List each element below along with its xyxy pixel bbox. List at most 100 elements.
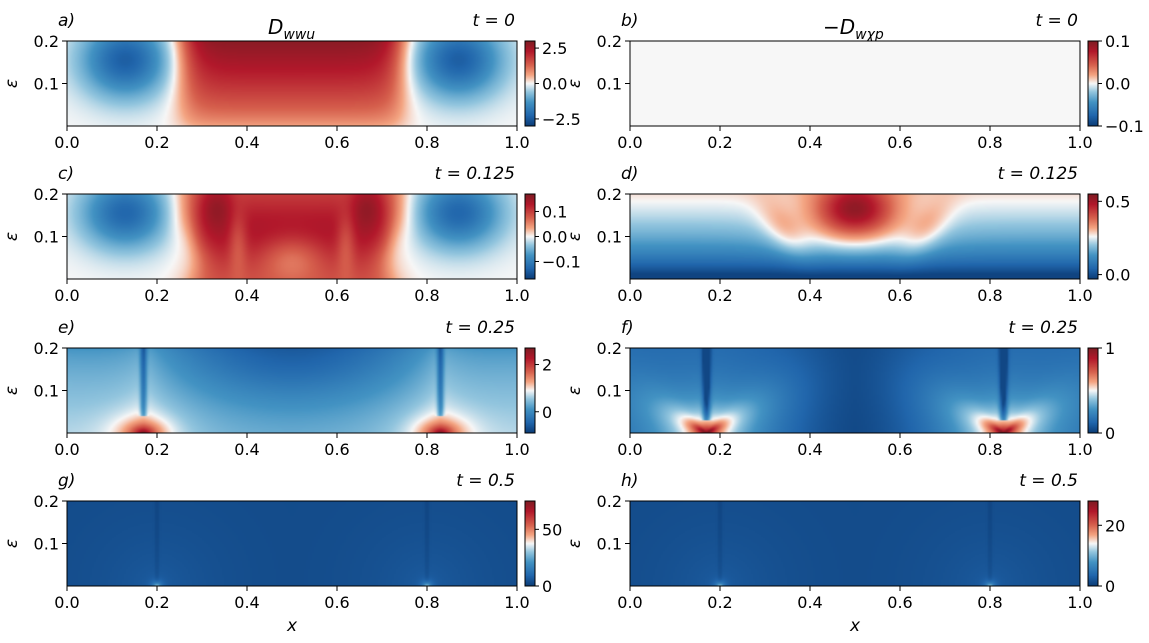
heatmap-image xyxy=(67,501,517,586)
panel-b: b) t = 0 0.0 0.2 0.4 0.6 0.8 1.0 0.1 0.2 ε 0.1 0.0 −0… xyxy=(565,11,1144,152)
panel-label: a) xyxy=(58,11,75,31)
y-tick-label: 0.1 xyxy=(597,535,622,554)
panel-label: c) xyxy=(58,164,74,184)
colorbar-tick-label: 0.0 xyxy=(542,75,567,94)
panel-time: t = 0 xyxy=(472,11,515,31)
colorbar-tick-label: −0.1 xyxy=(1105,117,1144,136)
colorbar-tick-label: 50 xyxy=(542,520,562,539)
x-tick-label: 0.8 xyxy=(414,133,439,152)
x-tick-label: 0.6 xyxy=(887,133,912,152)
x-tick-label: 0.0 xyxy=(617,286,642,305)
y-tick-label: 0.1 xyxy=(34,535,59,554)
x-tick-label: 0.0 xyxy=(54,133,79,152)
panel-time: t = 0.5 xyxy=(456,471,515,491)
colorbar-tick-label: 2 xyxy=(542,356,552,375)
colorbar-frame xyxy=(1087,347,1099,434)
x-tick-label: 0.2 xyxy=(144,593,169,612)
x-tick-label: 0.4 xyxy=(797,286,822,305)
colorbar-tick-label: 1 xyxy=(1105,339,1115,358)
colorbar-tick-label: −2.5 xyxy=(542,110,581,129)
colorbar-tick-label: 0.5 xyxy=(1105,192,1130,211)
x-tick-label: 0.4 xyxy=(234,440,259,459)
x-tick-label: 0.2 xyxy=(707,133,732,152)
y-tick-label: 0.2 xyxy=(34,185,59,204)
panel-label: b) xyxy=(621,11,638,31)
y-tick-label: 0.2 xyxy=(34,32,59,51)
column-title-left: Dwwu xyxy=(268,15,315,43)
x-tick-label: 1.0 xyxy=(1067,286,1092,305)
panel-g: g) t = 0.5 0.0 0.2 0.4 0.6 0.8 1.0 0.1 0.2 ε x 50 0 xyxy=(2,471,562,636)
x-tick-label: 0.2 xyxy=(144,440,169,459)
x-tick-label: 0.8 xyxy=(977,286,1002,305)
x-tick-label: 1.0 xyxy=(1067,593,1092,612)
x-tick-label: 0.4 xyxy=(797,593,822,612)
x-tick-label: 0.0 xyxy=(617,133,642,152)
x-tick-label: 0.6 xyxy=(324,593,349,612)
heatmap-image xyxy=(67,194,517,279)
x-tick-label: 0.2 xyxy=(144,133,169,152)
colorbar-frame xyxy=(1087,500,1099,587)
panel-time: t = 0.125 xyxy=(435,164,515,184)
panel-time: t = 0.5 xyxy=(1019,471,1078,491)
y-axis-label: ε xyxy=(565,386,585,395)
y-axis-label: ε xyxy=(565,79,585,88)
x-tick-label: 0.8 xyxy=(977,593,1002,612)
colorbar-gradient xyxy=(1088,501,1098,586)
colorbar-tick-label: 20 xyxy=(1105,516,1125,535)
colorbar-tick-label: 0.0 xyxy=(1105,75,1130,94)
x-tick-label: 0.4 xyxy=(234,593,259,612)
panel-label: g) xyxy=(58,471,75,491)
x-tick-label: 0.2 xyxy=(707,286,732,305)
colorbar: 10 xyxy=(1087,339,1115,443)
x-tick-label: 0.2 xyxy=(144,286,169,305)
panel-label: e) xyxy=(58,318,75,338)
y-tick-label: 0.1 xyxy=(34,382,59,401)
colorbar-gradient xyxy=(525,501,535,586)
colorbar: 20 0 xyxy=(1087,500,1125,596)
column-title-right: −Dwχp xyxy=(823,15,884,43)
panel-time: t = 0 xyxy=(1035,11,1078,31)
y-tick-label: 0.2 xyxy=(597,32,622,51)
colorbar-gradient xyxy=(525,348,535,433)
panel-label: d) xyxy=(621,164,638,184)
colorbar-tick-label: 0 xyxy=(542,403,552,422)
y-tick-label: 0.2 xyxy=(597,339,622,358)
y-axis-label: ε xyxy=(565,232,585,241)
x-axis-label: x xyxy=(849,616,861,636)
colorbar-gradient xyxy=(1088,41,1098,126)
x-tick-label: 0.6 xyxy=(324,440,349,459)
x-tick-label: 0.2 xyxy=(707,593,732,612)
x-tick-label: 0.6 xyxy=(324,286,349,305)
x-tick-label: 0.4 xyxy=(797,133,822,152)
colorbar-tick-label: 0.1 xyxy=(1105,32,1130,51)
colorbar-gradient xyxy=(525,41,535,126)
heatmap-image xyxy=(67,41,517,126)
colorbar-tick-label: −0.1 xyxy=(542,253,581,272)
colorbar-frame xyxy=(1087,193,1099,280)
x-axis-label: x xyxy=(286,616,298,636)
x-tick-label: 0.6 xyxy=(887,440,912,459)
colorbar-frame xyxy=(524,347,536,434)
x-tick-label: 0.8 xyxy=(977,440,1002,459)
colorbar: 20 xyxy=(524,347,552,434)
x-tick-label: 0.6 xyxy=(887,286,912,305)
colorbar: 0.5 0.0 xyxy=(1087,192,1130,285)
y-axis-label: ε xyxy=(2,79,22,88)
x-tick-label: 1.0 xyxy=(504,286,529,305)
x-tick-label: 1.0 xyxy=(504,133,529,152)
x-tick-label: 0.4 xyxy=(234,286,259,305)
x-tick-label: 1.0 xyxy=(1067,440,1092,459)
heatmap-image xyxy=(630,501,1080,586)
y-tick-label: 0.2 xyxy=(597,185,622,204)
x-tick-label: 1.0 xyxy=(1067,133,1092,152)
colorbar-gradient xyxy=(1088,194,1098,279)
panel-time: t = 0.25 xyxy=(445,318,515,338)
y-tick-label: 0.1 xyxy=(597,75,622,94)
colorbar-tick-label: 0.1 xyxy=(542,203,567,222)
heatmap-image xyxy=(67,348,517,433)
y-tick-label: 0.2 xyxy=(34,492,59,511)
